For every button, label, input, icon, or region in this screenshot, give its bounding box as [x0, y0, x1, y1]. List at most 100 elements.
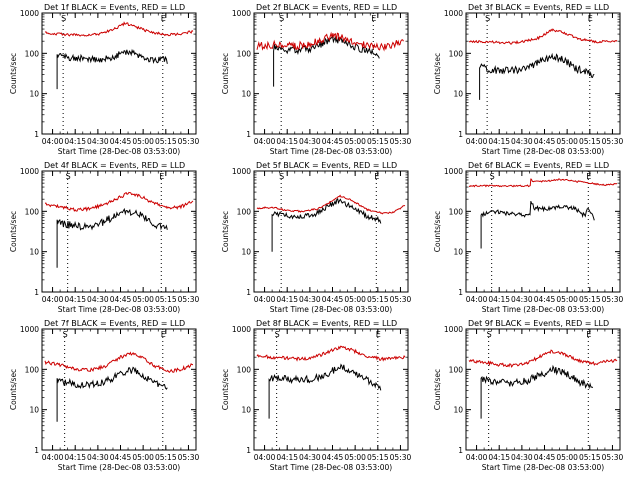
panel-title: Det 6f BLACK = Events, RED = LLD — [468, 161, 609, 170]
panel-title: Det 2f BLACK = Events, RED = LLD — [256, 3, 397, 12]
y-tick-label: 100 — [25, 49, 40, 58]
y-tick-label: 1000 — [232, 325, 251, 334]
plot-frame — [465, 170, 621, 293]
y-tick-label: 1 — [246, 446, 251, 455]
marker-label: E — [586, 330, 591, 339]
series-lld-line — [44, 351, 194, 374]
y-tick-label: 1 — [246, 288, 251, 297]
detector-panel: Det 8f BLACK = Events, RED = LLD 1 10 100 10… — [221, 319, 411, 472]
y-axis-label: Counts/sec — [433, 369, 442, 410]
series-lld-line — [44, 21, 194, 37]
x-tick-label: 05:15 — [579, 295, 601, 304]
plot-frame — [253, 170, 409, 293]
x-tick-label: 04:30 — [299, 137, 321, 146]
x-tick-label: 04:45 — [534, 453, 556, 462]
x-tick-label: 05:15 — [579, 453, 601, 462]
series-lld-line — [256, 194, 406, 215]
y-tick-label: 100 — [237, 365, 252, 374]
x-tick-label: 05:15 — [155, 453, 177, 462]
x-tick-label: 05:30 — [390, 137, 412, 146]
series-events-line — [480, 364, 594, 419]
series-lld-line — [256, 345, 406, 362]
x-axis-label: Start Time (28-Dec-08 03:53:00) — [482, 463, 604, 472]
marker-label: E — [376, 330, 381, 339]
x-axis-label: Start Time (28-Dec-08 03:53:00) — [270, 147, 392, 156]
x-tick-label: 05:00 — [556, 453, 578, 462]
detector-panel: Det 6f BLACK = Events, RED = LLD 1 10 100 10… — [433, 161, 623, 314]
y-tick-label: 100 — [449, 49, 464, 58]
x-tick-label: 04:00 — [466, 453, 488, 462]
panel-title: Det 5f BLACK = Events, RED = LLD — [256, 161, 397, 170]
plot-frame — [41, 170, 197, 293]
y-tick-label: 10 — [241, 406, 251, 415]
x-tick-label: 05:00 — [132, 453, 154, 462]
x-tick-label: 04:45 — [322, 453, 344, 462]
series-lld-line — [468, 349, 618, 368]
y-tick-label: 1000 — [232, 9, 251, 18]
marker-label: E — [371, 14, 376, 23]
y-axis-label: Counts/sec — [433, 211, 442, 252]
y-axis-label: Counts/sec — [9, 53, 18, 94]
x-axis-label: Start Time (28-Dec-08 03:53:00) — [270, 305, 392, 314]
x-tick-label: 05:30 — [602, 137, 624, 146]
y-axis-label: Counts/sec — [221, 369, 230, 410]
x-tick-label: 04:45 — [534, 295, 556, 304]
x-axis-label: Start Time (28-Dec-08 03:53:00) — [58, 147, 180, 156]
marker-label: E — [161, 14, 166, 23]
x-tick-label: 05:00 — [344, 453, 366, 462]
x-tick-label: 05:15 — [579, 137, 601, 146]
y-axis-label: Counts/sec — [221, 53, 230, 94]
x-tick-label: 05:30 — [602, 295, 624, 304]
y-tick-label: 1000 — [20, 325, 39, 334]
x-tick-label: 05:00 — [556, 137, 578, 146]
x-tick-label: 04:15 — [276, 453, 298, 462]
x-tick-label: 04:30 — [511, 295, 533, 304]
x-tick-label: 04:45 — [534, 137, 556, 146]
series-lld-line — [256, 31, 404, 52]
series-events-line — [56, 48, 168, 90]
panel-title: Det 8f BLACK = Events, RED = LLD — [256, 319, 397, 328]
plot-frame — [465, 328, 621, 451]
x-tick-label: 05:30 — [390, 453, 412, 462]
y-tick-label: 10 — [453, 248, 463, 257]
y-tick-label: 1000 — [444, 325, 463, 334]
marker-label: S — [275, 330, 280, 339]
x-tick-label: 04:00 — [42, 295, 64, 304]
x-tick-label: 04:30 — [299, 453, 321, 462]
y-tick-label: 1000 — [20, 167, 39, 176]
marker-label: S — [61, 14, 66, 23]
y-tick-label: 1 — [458, 130, 463, 139]
y-tick-label: 1000 — [232, 167, 251, 176]
x-axis-label: Start Time (28-Dec-08 03:53:00) — [270, 463, 392, 472]
x-tick-label: 05:15 — [367, 295, 389, 304]
detector-panel: Det 2f BLACK = Events, RED = LLD 1 10 100 10… — [221, 3, 411, 156]
x-tick-label: 04:15 — [488, 295, 510, 304]
marker-label: E — [588, 14, 593, 23]
series-events-line — [271, 198, 382, 252]
detector-panel: Det 1f BLACK = Events, RED = LLD 1 10 100 10… — [9, 3, 199, 156]
y-tick-label: 1 — [34, 288, 39, 297]
x-axis-label: Start Time (28-Dec-08 03:53:00) — [482, 305, 604, 314]
detector-panel: Det 4f BLACK = Events, RED = LLD 1 10 100 10… — [9, 161, 199, 314]
y-tick-label: 1 — [246, 130, 251, 139]
y-tick-label: 100 — [449, 365, 464, 374]
x-tick-label: 04:15 — [488, 137, 510, 146]
x-tick-label: 04:00 — [466, 137, 488, 146]
plot-frame — [253, 328, 409, 451]
detector-panel: Det 5f BLACK = Events, RED = LLD 1 10 100 10… — [221, 161, 411, 314]
x-tick-label: 04:45 — [110, 295, 132, 304]
x-tick-label: 04:30 — [87, 453, 109, 462]
marker-label: S — [487, 330, 492, 339]
y-tick-label: 1000 — [444, 9, 463, 18]
y-tick-label: 1000 — [20, 9, 39, 18]
x-tick-label: 05:00 — [344, 295, 366, 304]
marker-label: S — [66, 172, 71, 181]
y-axis-label: Counts/sec — [221, 211, 230, 252]
marker-label: E — [159, 172, 164, 181]
x-tick-label: 04:00 — [42, 453, 64, 462]
x-axis-label: Start Time (28-Dec-08 03:53:00) — [58, 463, 180, 472]
x-tick-label: 05:30 — [178, 137, 200, 146]
x-tick-label: 05:00 — [132, 295, 154, 304]
plot-frame — [465, 12, 621, 135]
